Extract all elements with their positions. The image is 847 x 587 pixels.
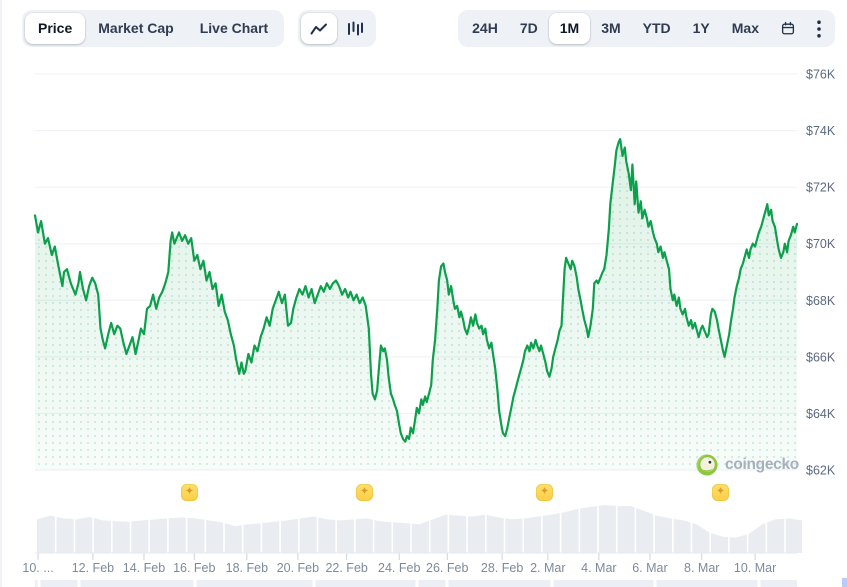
event-marker-icon[interactable]: ✦ bbox=[356, 484, 373, 501]
coingecko-watermark: coingecko bbox=[696, 454, 799, 476]
calendar-icon[interactable] bbox=[770, 13, 806, 44]
x-axis-label: 24. Feb bbox=[378, 561, 420, 575]
candlestick-glyph bbox=[348, 21, 364, 36]
range-tab-1y[interactable]: 1Y bbox=[682, 13, 721, 44]
coingecko-logo-icon bbox=[696, 454, 718, 476]
view-tab-live-chart[interactable]: Live Chart bbox=[187, 13, 281, 44]
sparkle-star-icon: ✦ bbox=[184, 485, 195, 498]
x-axis-label: 20. Feb bbox=[277, 561, 319, 575]
chart-toolbar: Price Market Cap Live Chart 24H 7D 1M 3M YTD 1Y… bbox=[2, 10, 847, 47]
x-axis-label: 4. Mar bbox=[581, 561, 616, 575]
scrollbar-corner bbox=[842, 578, 847, 587]
sparkle-star-icon: ✦ bbox=[539, 485, 550, 498]
y-axis-label: $62K bbox=[806, 464, 836, 478]
view-tab-price[interactable]: Price bbox=[25, 13, 86, 44]
x-axis-label: 14. Feb bbox=[123, 561, 165, 575]
kebab-glyph bbox=[817, 19, 821, 38]
y-axis-label: $64K bbox=[806, 407, 836, 421]
candlestick-chart-icon[interactable] bbox=[337, 13, 373, 44]
price-line-series bbox=[33, 138, 799, 443]
line-chart-glyph bbox=[310, 23, 328, 34]
calendar-glyph bbox=[781, 21, 795, 35]
x-axis-label: 10. ... bbox=[22, 561, 53, 575]
sparkle-star-icon: ✦ bbox=[359, 485, 370, 498]
x-axis-label: 16. Feb bbox=[173, 561, 215, 575]
range-tab-ytd[interactable]: YTD bbox=[632, 13, 682, 44]
range-tab-1m[interactable]: 1M bbox=[548, 13, 591, 44]
y-axis-label: $68K bbox=[806, 294, 836, 308]
x-axis-label: 8. Mar bbox=[684, 561, 719, 575]
event-marker-icon[interactable]: ✦ bbox=[181, 484, 198, 501]
range-tab-7d[interactable]: 7D bbox=[509, 13, 549, 44]
y-axis-label: $74K bbox=[806, 124, 836, 138]
x-axis-label: 6. Mar bbox=[632, 561, 667, 575]
view-tab-market-cap[interactable]: Market Cap bbox=[85, 13, 186, 44]
line-chart-icon[interactable] bbox=[301, 13, 338, 44]
range-tabs-group: 24H 7D 1M 3M YTD 1Y Max bbox=[458, 10, 835, 47]
toolbar-left-cluster: Price Market Cap Live Chart bbox=[22, 10, 377, 47]
y-axis-label: $66K bbox=[806, 350, 836, 364]
x-axis-label: 28. Feb bbox=[481, 561, 523, 575]
x-axis-label: 22. Feb bbox=[325, 561, 367, 575]
sparkle-star-icon: ✦ bbox=[715, 485, 726, 498]
event-marker-icon[interactable]: ✦ bbox=[536, 484, 553, 501]
x-axis-label: 10. Mar bbox=[734, 561, 776, 575]
x-axis-label: 2. Mar bbox=[530, 561, 565, 575]
y-axis-label: $70K bbox=[806, 237, 836, 251]
view-tabs-group: Price Market Cap Live Chart bbox=[22, 10, 285, 47]
range-tab-3m[interactable]: 3M bbox=[590, 13, 631, 44]
watermark-text: coingecko bbox=[725, 456, 799, 473]
chart-type-toggle-group bbox=[298, 10, 377, 47]
x-axis-label: 12. Feb bbox=[72, 561, 114, 575]
kebab-menu-icon[interactable] bbox=[806, 13, 832, 44]
event-marker-icon[interactable]: ✦ bbox=[712, 484, 729, 501]
price-area-dots bbox=[35, 139, 797, 470]
range-tab-max[interactable]: Max bbox=[721, 13, 770, 44]
range-tab-24h[interactable]: 24H bbox=[461, 13, 509, 44]
volume-navigator-area[interactable] bbox=[37, 505, 802, 553]
x-axis-label: 18. Feb bbox=[226, 561, 268, 575]
y-axis-label: $76K bbox=[806, 68, 836, 82]
x-axis-label: 26. Feb bbox=[426, 561, 468, 575]
y-axis-label: $72K bbox=[806, 181, 836, 195]
